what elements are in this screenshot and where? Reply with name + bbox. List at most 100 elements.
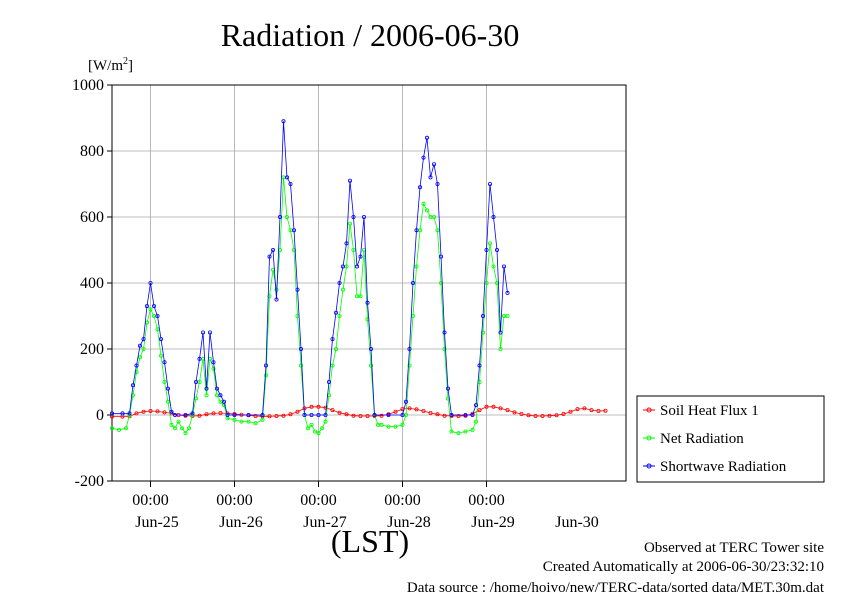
data-point [358,294,363,299]
data-point [449,412,454,417]
x-tick-time-label: 00:00 [300,492,336,509]
data-point [204,386,209,391]
data-point [190,411,195,416]
data-point [487,241,492,246]
data-point [330,337,335,342]
data-point [319,426,324,431]
data-point [487,181,492,186]
data-point [221,399,226,404]
y-tick-label: 400 [80,275,104,292]
data-point [480,330,485,335]
data-point [365,413,370,418]
data-point [554,413,559,418]
data-point [284,214,289,219]
data-point [358,413,363,418]
data-point [540,413,545,418]
data-point [568,409,573,414]
data-point [435,228,440,233]
data-point [505,408,510,413]
data-point [491,214,496,219]
data-point [288,181,293,186]
data-point [137,343,142,348]
x-tick-day-label: Jun-29 [471,514,515,531]
data-point [326,379,331,384]
data-point [449,429,454,434]
data-point [204,393,209,398]
data-point [141,346,146,351]
data-point [172,412,177,417]
data-point [351,214,356,219]
data-point [309,412,314,417]
data-point [263,363,268,368]
data-point [148,408,153,413]
data-point [225,412,230,417]
data-point [414,264,419,269]
data-point [197,413,202,418]
data-point [330,363,335,368]
data-point [134,370,139,375]
data-point [323,412,328,417]
data-point [316,404,321,409]
data-point [204,412,209,417]
data-point [239,419,244,424]
data-point [365,300,370,305]
data-point [435,412,440,417]
data-point [491,404,496,409]
data-point [589,408,594,413]
data-point [274,413,279,418]
data-point [477,408,482,413]
data-point [127,411,132,416]
data-point [491,264,496,269]
data-point [379,422,384,427]
x-tick-day-label: Jun-25 [135,514,179,531]
data-point [330,408,335,413]
data-point [438,254,443,259]
chart-title: Radiation / 2006-06-30 [221,17,520,53]
footer-site: Observed at TERC Tower site [644,540,824,556]
legend: Soil Heat Flux 1 Net Radiation Shortwave R… [636,395,825,483]
data-point [470,427,475,432]
data-point [162,379,167,384]
data-point [193,379,198,384]
legend-marker [646,463,652,469]
data-point [498,406,503,411]
legend-marker [646,435,652,441]
data-point [291,247,296,252]
data-point [494,247,499,252]
data-point [526,413,531,418]
data-point [358,254,363,259]
data-point [417,185,422,190]
y-tick-label: 800 [80,143,104,160]
data-point [431,214,436,219]
data-point [162,410,167,415]
data-point [211,366,216,371]
data-point [141,409,146,414]
data-point [246,419,251,424]
data-point [333,310,338,315]
x-tick-time-label: 00:00 [384,492,420,509]
data-point [473,419,478,424]
series-line-soil-heat-flux-1 [112,406,606,417]
data-point [169,422,174,427]
data-point [505,313,510,318]
data-point [386,412,391,417]
data-point [110,426,115,431]
series-line-shortwave-radiation [112,121,508,416]
data-point [232,412,237,417]
data-point [260,417,265,422]
data-point [134,411,139,416]
data-point [421,408,426,413]
data-point [351,247,356,252]
data-point [134,363,139,368]
data-point [456,413,461,418]
data-point [246,412,251,417]
data-point [498,346,503,351]
data-point [519,411,524,416]
data-point [368,346,373,351]
series-layer [110,119,608,436]
data-point [137,355,142,360]
data-point [200,330,205,335]
data-point [197,356,202,361]
